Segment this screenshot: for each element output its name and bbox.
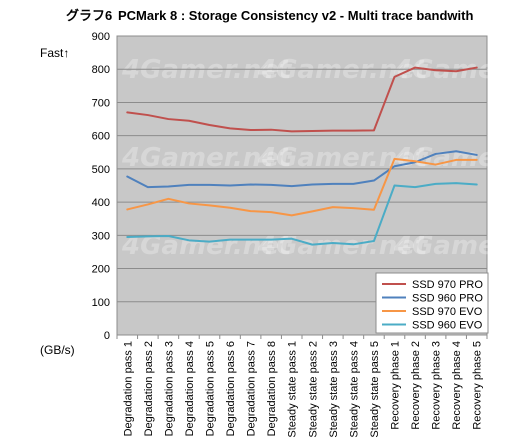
y-tick-label: 500 <box>92 164 110 176</box>
y-tick-label: 600 <box>92 131 110 143</box>
watermark-text: 4Gamer.net <box>121 143 293 173</box>
figure-label: グラフ6 <box>66 8 112 23</box>
x-tick-label: Degradation pass 6 <box>225 341 237 436</box>
y-tick-label: 700 <box>92 97 110 109</box>
x-tick-label: Degradation pass 5 <box>205 341 217 436</box>
watermark-text: 4Gamer.net <box>257 143 429 173</box>
chart-title: PCMark 8 : Storage Consistency v2 - Mult… <box>118 8 473 23</box>
watermark-text: 4Gamer.net <box>257 55 429 85</box>
y-tick-label: 200 <box>92 264 110 276</box>
y-tick-label: 400 <box>92 197 110 209</box>
y-tick-label: 900 <box>92 31 110 43</box>
x-tick-label: Recovery phase 4 <box>451 341 463 430</box>
y-tick-label: 100 <box>92 297 110 309</box>
watermark-text: 4Gamer.net <box>393 231 512 261</box>
legend-label: SSD 970 PRO <box>412 279 483 291</box>
y-axis-unit: (GB/s) <box>40 343 75 357</box>
x-tick-label: Degradation pass 4 <box>184 341 196 436</box>
x-tick-label: Degradation pass 7 <box>246 341 258 436</box>
series-line <box>126 157 478 217</box>
x-tick-label: Steady state pass 1 <box>287 341 299 438</box>
x-tick-label: Recovery phase 5 <box>472 341 484 430</box>
x-tick-label: Degradation pass 2 <box>143 341 155 436</box>
x-tick-label: Recovery phase 2 <box>410 341 422 430</box>
series-line <box>126 182 478 246</box>
legend-label: SSD 970 EVO <box>412 306 483 318</box>
x-tick-label: Steady state pass 2 <box>307 341 319 438</box>
y-tick-label: 300 <box>92 230 110 242</box>
plot-area: 4Gamer.net4Gamer.net4Gamer.net4Gamer.net… <box>92 31 512 438</box>
x-tick-label: Degradation pass 8 <box>266 341 278 436</box>
series-line <box>126 66 478 133</box>
y-tick-label: 800 <box>92 64 110 76</box>
x-tick-label: Steady state pass 5 <box>369 341 381 438</box>
watermark-text: 4Gamer.net <box>121 55 293 85</box>
x-tick-label: Steady state pass 4 <box>348 341 360 438</box>
legend-label: SSD 960 PRO <box>412 293 483 305</box>
watermark-text: 4Gamer.net <box>393 55 512 85</box>
x-tick-label: Degradation pass 1 <box>122 341 134 436</box>
watermark-text: 4Gamer.net <box>257 231 429 261</box>
watermark-text: 4Gamer.net <box>393 143 512 173</box>
x-tick-label: Degradation pass 3 <box>163 341 175 436</box>
direction-label: Fast↑ <box>40 46 69 60</box>
x-tick-label: Steady state pass 3 <box>328 341 340 438</box>
y-tick-label: 0 <box>104 330 110 342</box>
x-tick-label: Recovery phase 1 <box>390 341 402 430</box>
legend-label: SSD 960 EVO <box>412 320 483 332</box>
x-tick-label: Recovery phase 3 <box>431 341 443 430</box>
